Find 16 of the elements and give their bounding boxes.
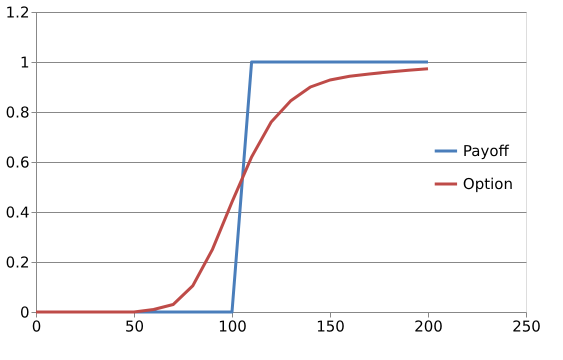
y-tick-label: 0.2 <box>6 254 30 272</box>
legend-label: Option <box>462 175 513 193</box>
y-tick-label: 1.2 <box>6 4 30 22</box>
x-tick-label: 100 <box>218 318 247 336</box>
line-series <box>34 67 430 314</box>
x-tick-label: 50 <box>124 318 144 336</box>
y-tick-label: 0.6 <box>6 154 30 172</box>
y-tick-label: 0.4 <box>6 204 30 222</box>
y-tick-label: 0.8 <box>6 104 30 122</box>
y-tick-label: 0 <box>20 304 30 322</box>
x-tick-label: 0 <box>32 318 42 336</box>
y-tick-label: 1 <box>20 54 30 72</box>
x-tick-label: 250 <box>512 318 541 336</box>
x-tick-label: 150 <box>316 318 345 336</box>
x-tick-label: 200 <box>414 318 443 336</box>
legend-label: Payoff <box>462 142 510 160</box>
